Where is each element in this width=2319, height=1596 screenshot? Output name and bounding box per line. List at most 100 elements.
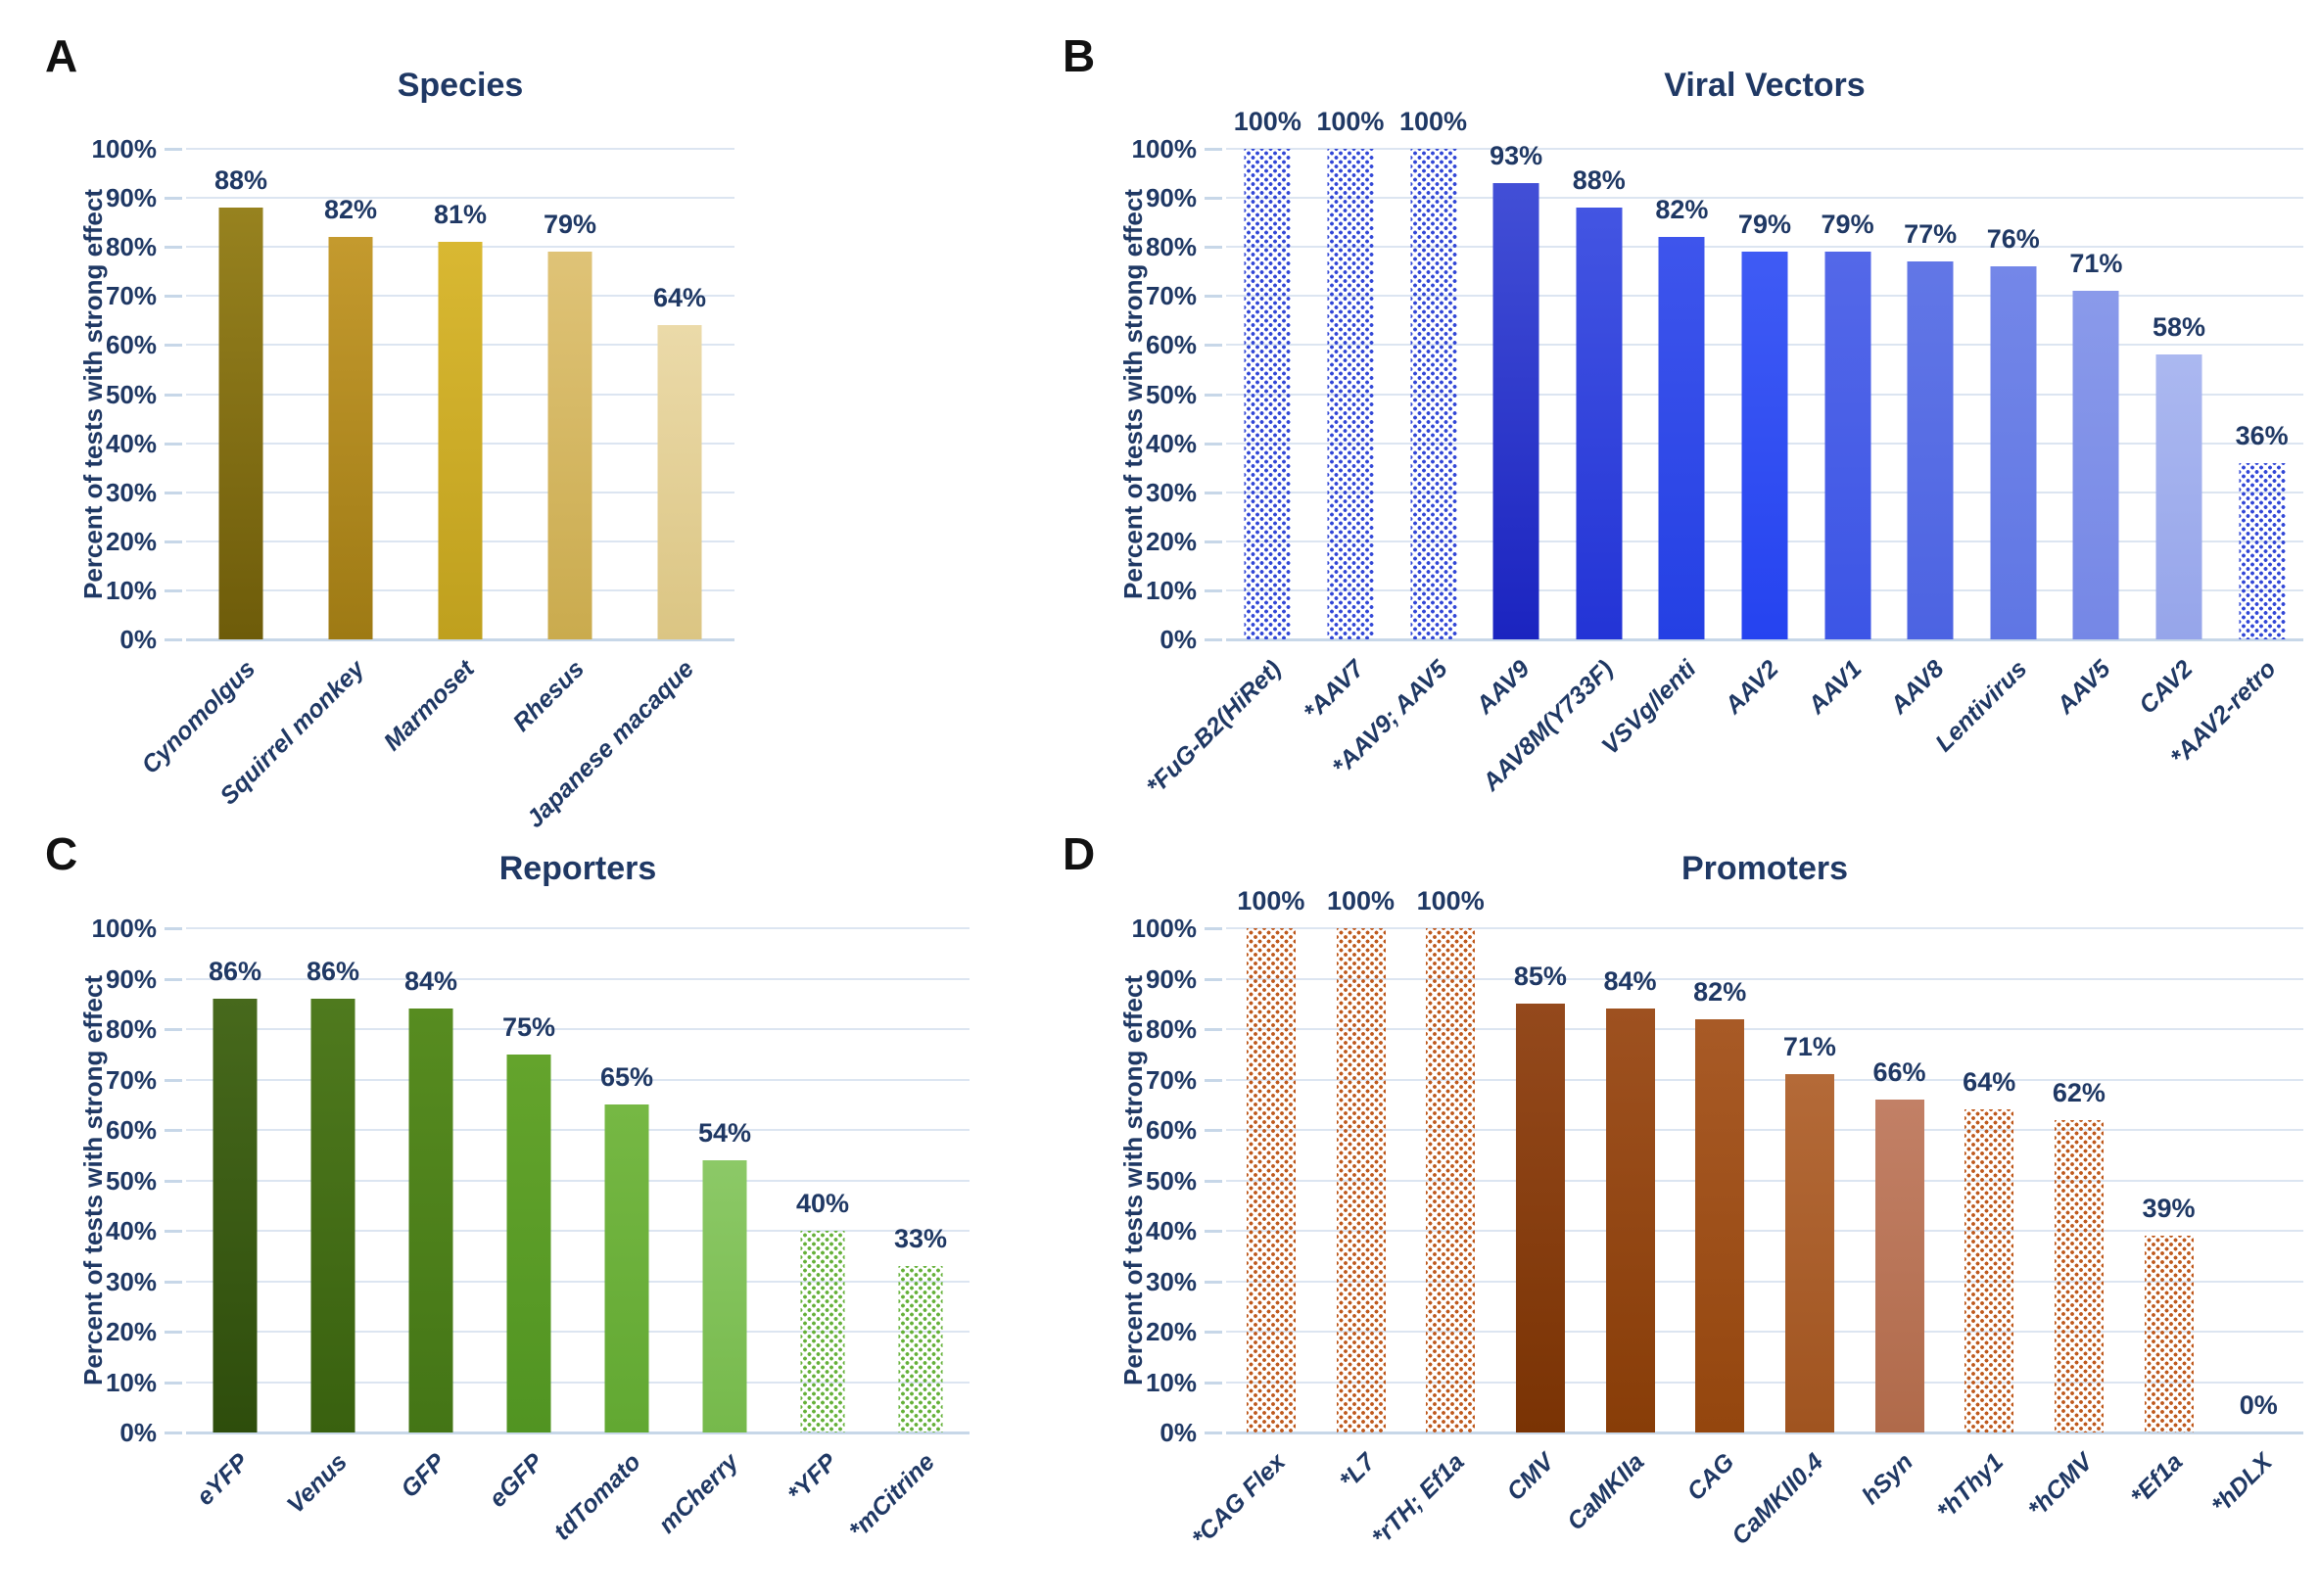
y-tick-mark (165, 1179, 182, 1183)
y-tick-label: 70% (105, 281, 157, 311)
x-axis-label: *hCMV (2022, 1448, 2099, 1524)
bar-value-label: 100% (1233, 107, 1301, 136)
bar-egfp (506, 1055, 551, 1432)
bars-row: 100% *FuG-B2(HiRet) 100% *AAV7 100% *AAV9; AA… (1142, 107, 2303, 800)
bar-slot: 71% CaMKII0.4 (1727, 928, 1855, 1550)
y-tick-mark (1205, 197, 1222, 201)
y-tick-label: 20% (105, 1317, 157, 1346)
y-tick-label: 70% (105, 1064, 157, 1095)
bar-cag (1695, 1019, 1745, 1432)
gridline-20 (1226, 1331, 2303, 1333)
y-tick-mark (1205, 1230, 1222, 1233)
y-tick-mark (165, 393, 182, 397)
gridline-90 (186, 197, 734, 200)
y-tick-label: 30% (105, 1266, 157, 1296)
x-axis-label: GFP (395, 1448, 450, 1504)
bar-aav1 (1824, 252, 1871, 639)
y-tick-mark (165, 638, 182, 641)
bar-slot: 54% mCherry (653, 928, 774, 1539)
gridline-20 (186, 1331, 970, 1333)
bar-slot: 79% AAV2 (1720, 149, 1807, 720)
y-tick-mark (165, 295, 182, 299)
y-axis-title-a: Percent of tests with strong effect (77, 189, 108, 599)
y-tick-mark (165, 1331, 182, 1334)
bar-cmv (1515, 1004, 1565, 1432)
bar--aav7 (1327, 149, 1374, 639)
panel-title-viral-vectors: Viral Vectors (1664, 67, 1866, 104)
y-tick-mark (165, 1078, 182, 1082)
bar-value-label: 76% (1986, 224, 2040, 254)
y-tick-label: 0% (1160, 1418, 1197, 1447)
bar-slot: 86% Venus (282, 928, 382, 1519)
bar-slot: 0% *hDLX (2206, 928, 2303, 1520)
bar-aav9 (1492, 183, 1539, 639)
y-tick-mark (1205, 1432, 1222, 1434)
y-tick-mark (1205, 977, 1222, 981)
bar-value-label: 77% (1904, 219, 1958, 249)
gridline-40 (1226, 1230, 2303, 1232)
y-tick-mark (1205, 246, 1222, 250)
x-axis-label: Venus (281, 1448, 353, 1520)
bar-value-label: 64% (1963, 1067, 2016, 1097)
x-axis-label: *rTH; Ef1a (1366, 1448, 1470, 1552)
x-axis-label: *hDLX (2206, 1448, 2279, 1520)
y-tick-label: 100% (91, 134, 158, 164)
bar-value-label: 100% (1416, 886, 1485, 915)
y-tick-mark (1205, 927, 1222, 930)
bar-value-label: 100% (1316, 107, 1385, 136)
bar-slot: 82% CAG (1675, 928, 1765, 1506)
y-tick-label: 100% (1131, 914, 1198, 943)
y-tick-mark (165, 540, 182, 543)
bar-value-label: 85% (1513, 962, 1567, 991)
bar-aav5 (2072, 291, 2119, 639)
bar-slot: 77% AAV8 (1885, 149, 1972, 720)
bar--ef1a (2144, 1236, 2194, 1432)
x-axis-label: AAV9 (1471, 655, 1536, 720)
bar-gfp (408, 1009, 453, 1432)
y-tick-label: 10% (105, 1367, 157, 1397)
bar-value-label: 40% (795, 1189, 850, 1218)
gridline-90 (1226, 977, 2303, 980)
bar--hthy1 (1964, 1109, 2014, 1432)
y-tick-mark (165, 197, 182, 201)
bar-value-label: 75% (501, 1012, 556, 1042)
bar-slot: 100% *AAV9; AAV5 (1327, 107, 1475, 781)
y-tick-label: 30% (1145, 1266, 1197, 1296)
bar-value-label: 88% (213, 165, 268, 195)
x-axis-label: CMV (1501, 1448, 1560, 1507)
gridline-80 (1226, 1028, 2303, 1030)
x-axis-label: Rhesus (507, 655, 590, 737)
x-axis-label: Cynomolgus (135, 655, 260, 779)
gridline-90 (186, 977, 970, 980)
plot-area-species: 0% 10% 20% 30% 40% 50% 60% 70% 80% 90% 100% 88% Cyno… (92, 134, 734, 833)
y-tick-label: 0% (1160, 625, 1197, 654)
gridline-100 (1226, 148, 2303, 150)
x-axis-label: *AAV7 (1299, 655, 1370, 727)
gridline-60 (186, 1129, 970, 1131)
bar--l7 (1336, 928, 1386, 1432)
bar-venus (310, 999, 355, 1432)
y-tick-label: 30% (1145, 477, 1197, 507)
y-tick-mark (165, 1280, 182, 1284)
y-tick-label: 60% (105, 1115, 157, 1145)
y-tick-mark (1205, 588, 1222, 592)
bar-slot: 33% *mCitrine (843, 928, 970, 1544)
gridline-100 (186, 927, 970, 929)
x-axis-label: mCherry (653, 1448, 744, 1539)
bar-value-label: 36% (2235, 421, 2289, 450)
y-tick-mark (165, 246, 182, 250)
y-tick-label: 70% (1145, 281, 1197, 311)
gridline-0 (1226, 638, 2303, 641)
y-tick-label: 40% (105, 1216, 157, 1245)
bar-vsvg-lenti (1658, 237, 1705, 639)
gridline-40 (186, 1230, 970, 1232)
y-tick-label: 50% (1145, 1165, 1197, 1196)
y-tick-label: 20% (1145, 526, 1197, 556)
y-tick-label: 90% (105, 183, 157, 213)
y-tick-label: 100% (1131, 134, 1198, 164)
bar--hcmv (2054, 1120, 2104, 1432)
bar-value-label: 79% (543, 210, 597, 239)
bar--cag-flex (1246, 928, 1296, 1432)
bar-slot: 75% eGFP (480, 928, 578, 1513)
bar-lentivirus (1990, 266, 2037, 639)
